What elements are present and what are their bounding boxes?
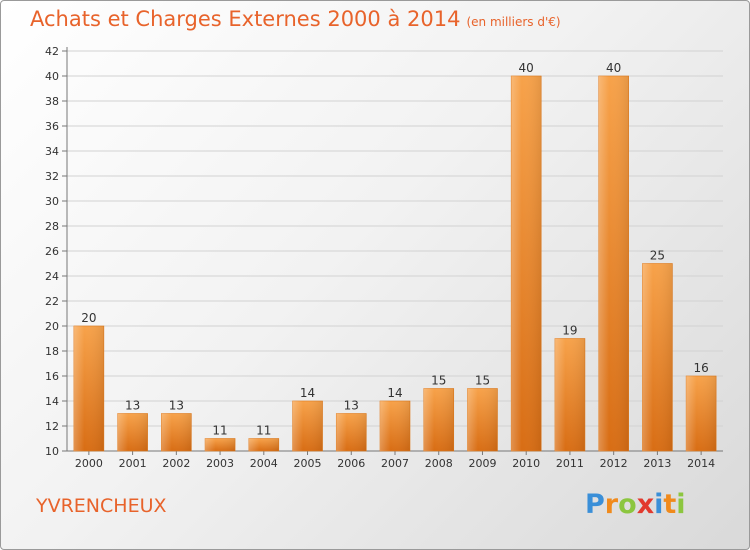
y-tick-label: 26 [45, 245, 59, 258]
x-tick-label: 2010 [512, 457, 540, 470]
data-label: 15 [431, 374, 446, 388]
y-tick-label: 28 [45, 220, 59, 233]
x-tick-label: 2006 [337, 457, 365, 470]
data-label: 20 [81, 311, 96, 325]
data-label: 13 [169, 399, 184, 413]
bar-shade [554, 338, 585, 451]
bar-shade [161, 413, 192, 451]
data-label: 14 [300, 386, 315, 400]
bar-shade [336, 413, 367, 451]
data-label: 13 [125, 399, 140, 413]
bar-layer [73, 75, 717, 452]
logo-letter: i [654, 489, 664, 520]
chart-unit: (en milliers d'€) [466, 15, 561, 29]
y-tick-label: 14 [45, 395, 59, 408]
label-layer: 20 2000 13 2001 13 2002 11 2003 11 2004 14 2005 13 20… [75, 61, 715, 470]
y-tick-label: 22 [45, 295, 59, 308]
x-tick-label: 2003 [206, 457, 234, 470]
y-tick-label: 20 [45, 320, 59, 333]
data-label: 15 [475, 374, 490, 388]
y-tick-label: 42 [45, 45, 59, 58]
y-tick-label: 32 [45, 170, 59, 183]
chart-title-text: Achats et Charges Externes 2000 à 2014 [30, 7, 461, 31]
bar-shade [292, 401, 323, 451]
x-tick-label: 2001 [119, 457, 147, 470]
y-tick-label: 12 [45, 420, 59, 433]
logo-letter: P [585, 489, 605, 520]
y-tick-label: 16 [45, 370, 59, 383]
x-tick-label: 2011 [556, 457, 584, 470]
bar-shade [511, 76, 542, 451]
x-tick-label: 2005 [294, 457, 322, 470]
bar-shade [73, 326, 104, 451]
y-tick-label: 36 [45, 120, 59, 133]
y-tick-label: 18 [45, 345, 59, 358]
y-tick-label: 30 [45, 195, 59, 208]
y-tick-label: 10 [45, 445, 59, 458]
data-label: 16 [693, 361, 708, 375]
data-label: 40 [606, 61, 621, 75]
bar-shade [686, 376, 717, 451]
chart-title: Achats et Charges Externes 2000 à 2014 (e… [30, 7, 561, 31]
x-tick-label: 2012 [600, 457, 628, 470]
bar-shade [423, 388, 454, 451]
x-tick-label: 2000 [75, 457, 103, 470]
y-tick-label: 34 [45, 145, 59, 158]
bar-shade [467, 388, 498, 451]
data-label: 11 [212, 424, 227, 438]
x-tick-label: 2013 [643, 457, 671, 470]
y-tick-label: 40 [45, 70, 59, 83]
x-tick-label: 2014 [687, 457, 715, 470]
logo-letter: t [663, 489, 677, 520]
bar-shade [205, 438, 236, 451]
data-label: 11 [256, 424, 271, 438]
bar-shade [248, 438, 279, 451]
data-label: 40 [519, 61, 534, 75]
bar-shade [117, 413, 148, 451]
y-tick-label: 24 [45, 270, 59, 283]
data-label: 19 [562, 324, 577, 338]
data-label: 14 [387, 386, 402, 400]
logo-letter: o [618, 489, 637, 520]
x-tick-label: 2007 [381, 457, 409, 470]
logo-letter: x [636, 489, 655, 520]
bar-shade [598, 76, 629, 451]
bar-shade [642, 263, 673, 451]
y-tick-label: 38 [45, 95, 59, 108]
proxiti-logo[interactable]: Proxiti [585, 489, 686, 520]
x-tick-label: 2009 [468, 457, 496, 470]
logo-letter: r [604, 489, 619, 520]
x-tick-label: 2002 [162, 457, 190, 470]
data-label: 13 [344, 399, 359, 413]
x-tick-label: 2004 [250, 457, 278, 470]
commune-name: YVRENCHEUX [36, 495, 167, 517]
bar-shade [380, 401, 410, 451]
logo-letter: i [676, 489, 686, 520]
x-tick-label: 2008 [425, 457, 453, 470]
data-label: 25 [650, 249, 665, 263]
